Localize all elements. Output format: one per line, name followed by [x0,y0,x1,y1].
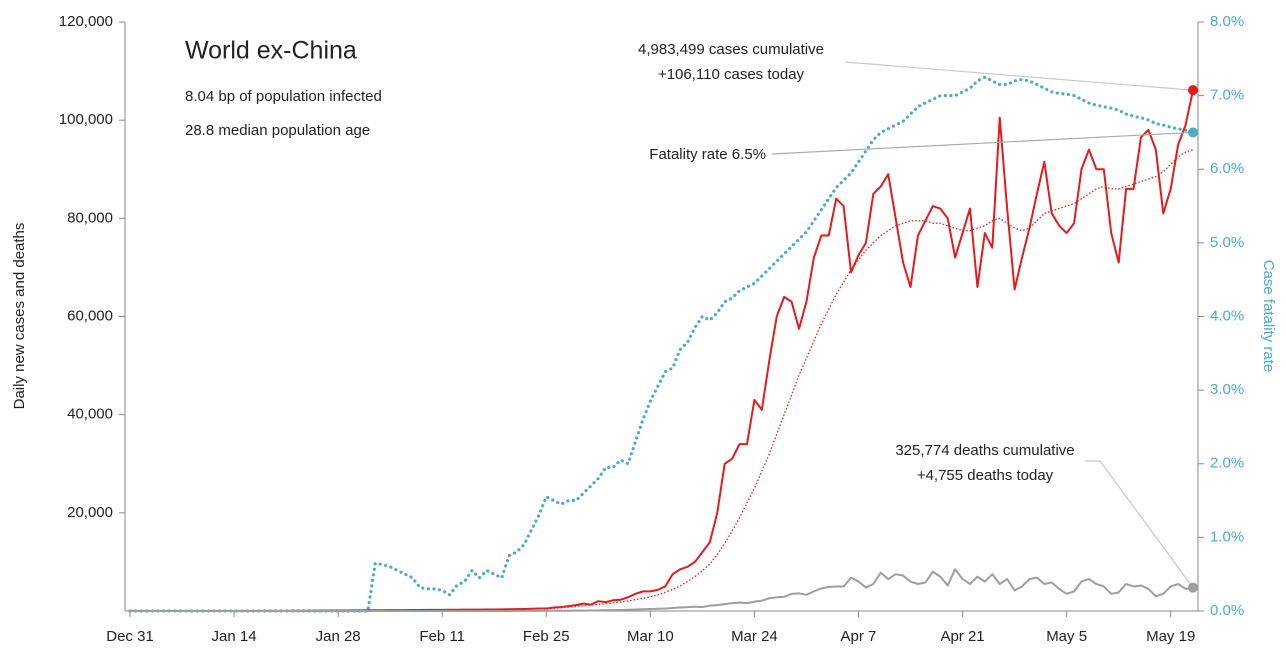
connector [844,61,1194,91]
x-tick-label: Feb 25 [523,628,570,645]
x-tick-label: Apr 21 [940,628,984,645]
endpoint [1188,85,1198,96]
annotation: 4,983,499 cases cumulative [638,41,824,58]
y2-tick-label: 3.0% [1210,381,1244,398]
y-tick-label: 40,000 [67,406,113,423]
y2-tick-label: 8.0% [1210,13,1244,30]
x-tick-label: May 19 [1146,628,1195,645]
x-tick-label: Apr 7 [841,628,877,645]
y-tick-label: 80,000 [67,209,113,226]
endpoint [1188,127,1198,138]
y-axis-title: Daily new cases and deaths [11,223,28,410]
y-tick-label: 20,000 [67,504,113,521]
annotation: +4,755 deaths today [917,467,1054,484]
series-line [130,568,1194,612]
y2-tick-label: 0.0% [1210,602,1244,619]
x-tick-label: Mar 10 [627,628,674,645]
series-line [128,75,1195,613]
chart-title: World ex-China [185,37,357,65]
x-tick-label: May 5 [1046,628,1087,645]
x-tick-label: Jan 14 [212,628,257,645]
series-line [130,149,1194,612]
y2-tick-label: 6.0% [1210,160,1244,177]
connector [771,131,1194,155]
connector [1085,460,1194,589]
x-tick-label: Mar 24 [731,628,778,645]
y-tick-label: 60,000 [67,307,113,324]
x-tick-label: Feb 11 [419,628,465,645]
subtitle: 8.04 bp of population infected [185,88,382,105]
annotation: 325,774 deaths cumulative [895,442,1074,459]
x-tick-label: Dec 31 [106,628,154,645]
annotation: Fatality rate 6.5% [649,146,766,163]
y2-tick-label: 5.0% [1210,234,1244,251]
series-line [130,89,1194,612]
subtitle: 28.8 median population age [185,122,370,139]
y-tick-label: 100,000 [59,111,113,128]
x-tick-label: Jan 28 [316,628,361,645]
y2-tick-label: 2.0% [1210,455,1244,472]
endpoint [1188,582,1198,593]
y2-tick-label: 7.0% [1210,87,1244,104]
annotation: +106,110 cases today [658,66,805,83]
y2-tick-label: 4.0% [1210,307,1244,324]
y-tick-label: 120,000 [59,13,113,30]
y2-tick-label: 1.0% [1210,528,1244,545]
y2-axis-title: Case fatality rate [1260,260,1277,373]
